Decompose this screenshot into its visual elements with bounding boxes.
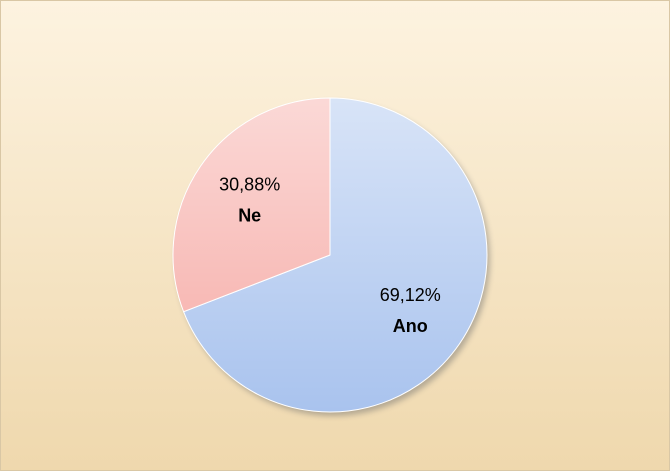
- data-label: 30,88%: [219, 175, 280, 195]
- category-label: Ne: [238, 206, 261, 226]
- category-label: Ano: [393, 316, 428, 336]
- data-label: 69,12%: [380, 285, 441, 305]
